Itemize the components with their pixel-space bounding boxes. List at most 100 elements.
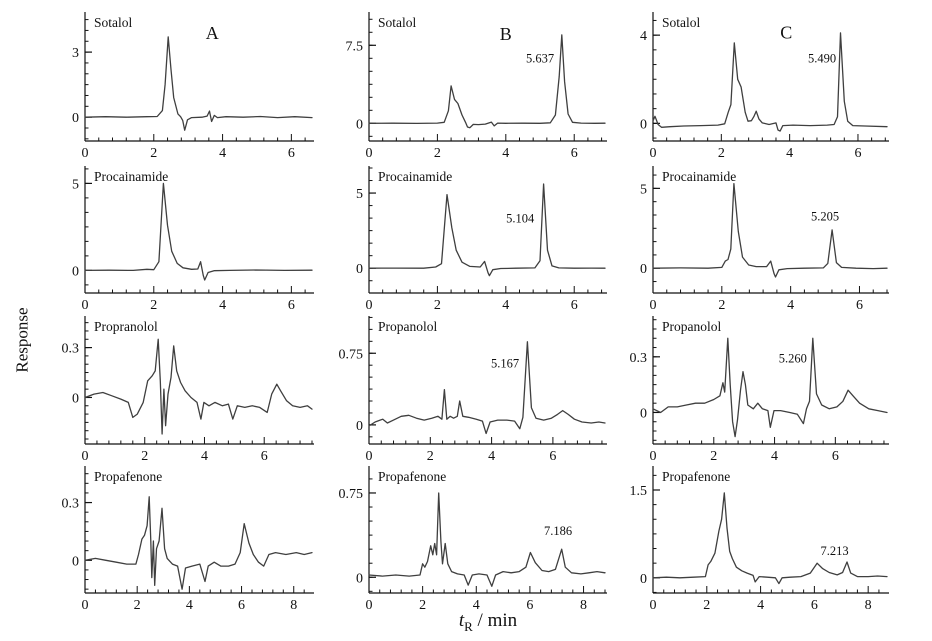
panel-propafenone-C-analyte-label: Propafenone [662, 469, 730, 484]
panel-sotalol-B-x-tick-label: 6 [571, 146, 578, 161]
panel-procainamide-C-x-tick-label: 6 [856, 298, 863, 313]
panel-propafenone-B-y-tick-label: 0.75 [339, 487, 364, 502]
panel-procainamide-C-x-tick-label: 0 [650, 298, 657, 313]
panel-propanolol-B-x-tick-label: 2 [427, 449, 434, 464]
panel-propafenone-A-analyte-label: Propafenone [94, 469, 162, 484]
panel-propafenone-A-trace [84, 496, 313, 590]
panel-propafenone-B-x-tick-label: 0 [366, 598, 373, 613]
panel-procainamide-A-x-tick-label: 6 [288, 298, 295, 313]
panel-propanolol-B-y-tick-label: 0 [356, 419, 363, 434]
panel-sotalol-A-x-tick-label: 4 [219, 146, 226, 161]
panel-sotalol-A-analyte-label: Sotalol [94, 15, 133, 30]
panel-propafenone-A-x-tick-label: 6 [238, 598, 245, 613]
panel-sotalol-A-y-tick-label: 3 [72, 46, 79, 61]
panel-sotalol-C-y-tick-label: 4 [640, 29, 647, 44]
panel-propafenone-B-trace [368, 492, 606, 587]
panel-sotalol-A-x-tick-label: 0 [82, 146, 89, 161]
panel-propafenone-C-x-tick-label: 4 [757, 598, 764, 613]
panel-sotalol-C-x-tick-label: 2 [718, 146, 725, 161]
panel-propanolol-C-retention-time-label: 5.260 [779, 351, 807, 365]
panel-propafenone-C-y-tick-label: 1.5 [630, 484, 648, 499]
panel-sotalol-C-analyte-label: Sotalol [662, 15, 701, 30]
panel-procainamide-B-x-tick-label: 6 [571, 298, 578, 313]
x-axis-label: tR / min [370, 610, 606, 635]
panel-propafenone-B-x-tick-label: 8 [580, 598, 587, 613]
panel-propafenone-B-x-tick-label: 6 [526, 598, 533, 613]
panel-sotalol-B-x-tick-label: 0 [366, 146, 373, 161]
y-axis-label-text: Response [13, 307, 33, 373]
panel-sotalol-B-y-tick-label: 7.5 [346, 39, 364, 54]
panel-propafenone-B-x-tick-label: 4 [473, 598, 480, 613]
panel-sotalol-A-x-tick-label: 6 [288, 146, 295, 161]
panel-propafenone-C-x-tick-label: 2 [703, 598, 710, 613]
panel-sotalol-C-y-tick-label: 0 [640, 117, 647, 132]
panel-sotalol-C-trace [652, 32, 888, 132]
panel-propafenone-A-y-tick-label: 0.3 [62, 497, 80, 512]
panel-propafenone-A-x-tick-label: 2 [134, 598, 141, 613]
panel-propafenone-C-x-tick-label: 6 [811, 598, 818, 613]
panel-propanolol-C-analyte-label: Propanolol [662, 319, 721, 334]
panel-sotalol-C-x-tick-label: 0 [650, 146, 657, 161]
panel-sotalol-B-trace [368, 34, 606, 129]
panel-propanolol-B-x-tick-label: 6 [549, 449, 556, 464]
panel-propanolol-B-x-tick-label: 0 [366, 449, 373, 464]
panel-propanolol-B-trace [368, 341, 606, 435]
panel-procainamide-A-x-tick-label: 2 [150, 298, 157, 313]
panel-propanolol-C-y-tick-label: 0 [640, 406, 647, 421]
panel-sotalol-A-trace [84, 36, 313, 131]
panel-procainamide-A-analyte-label: Procainamide [94, 169, 168, 184]
panel-sotalol-A-x-tick-label: 2 [150, 146, 157, 161]
panel-propranolol-A-x-tick-label: 6 [261, 449, 268, 464]
panel-propafenone-C-x-tick-label: 8 [865, 598, 872, 613]
panel-procainamide-A-y-tick-label: 0 [72, 264, 79, 279]
panel-sotalol-A-panel-letter: A [206, 23, 219, 43]
panel-sotalol-C-retention-time-label: 5.490 [808, 51, 836, 65]
panel-propanolol-B-retention-time-label: 5.167 [491, 357, 519, 371]
panel-sotalol-B-panel-letter: B [500, 24, 512, 44]
panel-propafenone-C-y-tick-label: 0 [640, 572, 647, 587]
panel-propafenone-C-trace [652, 492, 888, 585]
panel-procainamide-B-x-tick-label: 2 [434, 298, 441, 313]
panel-propafenone-C-x-tick-label: 0 [650, 598, 657, 613]
panel-procainamide-C-x-tick-label: 2 [718, 298, 725, 313]
panel-propranolol-A-x-tick-label: 2 [141, 449, 148, 464]
panel-propranolol-A-x-tick-label: 4 [201, 449, 208, 464]
panel-procainamide-B-trace [368, 183, 606, 277]
panel-propafenone-B-y-tick-label: 0 [356, 571, 363, 586]
panel-procainamide-B-y-tick-label: 5 [356, 187, 363, 202]
panel-procainamide-C-trace [652, 182, 888, 278]
x-axis-label-unit: / min [472, 610, 518, 631]
x-axis-label-subscript: R [464, 618, 473, 634]
panel-propafenone-B-analyte-label: Propafenone [378, 469, 446, 484]
panel-propanolol-C-x-tick-label: 2 [710, 449, 717, 464]
panel-procainamide-B-x-tick-label: 4 [502, 298, 509, 313]
panel-propranolol-A-y-tick-label: 0.3 [62, 342, 80, 357]
panel-procainamide-B-retention-time-label: 5.104 [506, 211, 535, 225]
panel-propanolol-B-x-tick-label: 4 [488, 449, 495, 464]
panel-propafenone-B-x-tick-label: 2 [419, 598, 426, 613]
panel-propanolol-C-trace [652, 337, 888, 438]
panel-propanolol-B-analyte-label: Propanolol [378, 319, 437, 334]
panel-propafenone-A-x-tick-label: 8 [290, 598, 297, 613]
panel-sotalol-B-retention-time-label: 5.637 [526, 51, 554, 65]
panel-sotalol-B-x-tick-label: 2 [434, 146, 441, 161]
panel-propranolol-A-y-tick-label: 0 [72, 391, 79, 406]
panel-sotalol-C-panel-letter: C [780, 22, 792, 42]
panel-propafenone-A-x-tick-label: 4 [186, 598, 193, 613]
panel-sotalol-B-analyte-label: Sotalol [378, 15, 417, 30]
panel-procainamide-A-y-tick-label: 5 [72, 177, 79, 192]
panel-propranolol-A-x-tick-label: 0 [82, 449, 89, 464]
panel-propafenone-C-retention-time-label: 7.213 [820, 544, 848, 558]
panel-propafenone-B-retention-time-label: 7.186 [544, 524, 572, 538]
panel-procainamide-B-x-tick-label: 0 [366, 298, 373, 313]
panel-propanolol-B-y-tick-label: 0.75 [339, 347, 364, 362]
panel-procainamide-B-analyte-label: Procainamide [378, 169, 452, 184]
panel-propranolol-A-analyte-label: Propranolol [94, 319, 158, 334]
panel-sotalol-C-x-tick-label: 6 [854, 146, 861, 161]
panel-sotalol-A-y-tick-label: 0 [72, 111, 79, 126]
panel-propanolol-C-x-tick-label: 6 [832, 449, 839, 464]
panel-sotalol-C-x-tick-label: 4 [786, 146, 793, 161]
